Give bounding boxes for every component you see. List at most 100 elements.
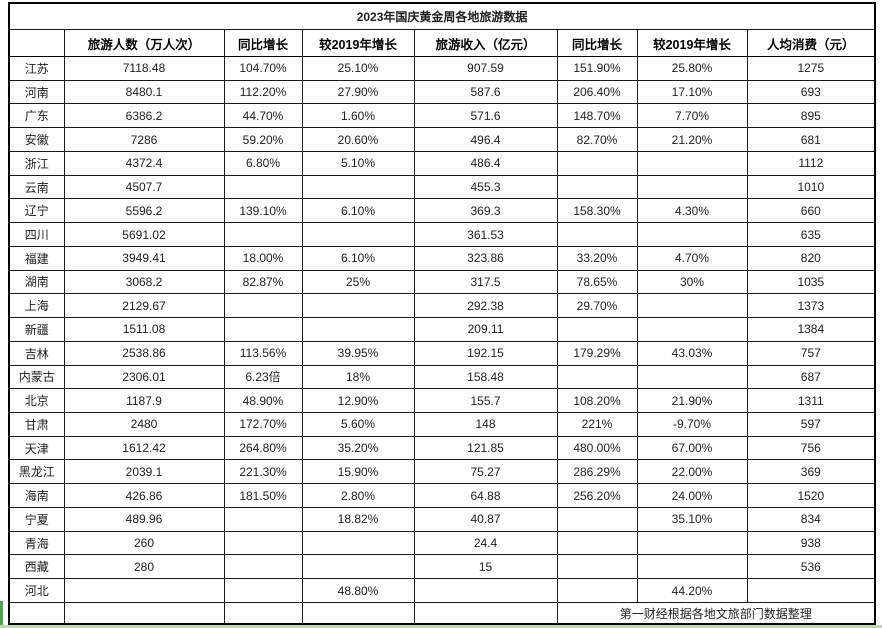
value-cell[interactable]: 587.6 [413, 79, 558, 105]
value-cell[interactable] [556, 530, 638, 556]
value-cell[interactable]: 29.70% [556, 293, 638, 319]
value-cell[interactable]: 681 [746, 127, 876, 152]
value-cell[interactable]: 24.00% [636, 483, 748, 508]
value-cell[interactable]: 158.48 [413, 364, 558, 390]
value-cell[interactable]: 6.10% [301, 245, 415, 271]
value-cell[interactable] [223, 293, 303, 319]
value-cell[interactable]: 256.20% [556, 483, 638, 508]
value-cell[interactable]: 6.10% [301, 198, 415, 224]
province-cell[interactable]: 西藏 [8, 554, 65, 580]
value-cell[interactable]: 206.40% [556, 79, 638, 105]
value-cell[interactable]: 40.87 [413, 506, 558, 532]
value-cell[interactable]: 1.60% [301, 103, 415, 129]
value-cell[interactable]: 44.70% [223, 103, 303, 129]
value-cell[interactable] [556, 364, 638, 390]
value-cell[interactable]: 35.10% [636, 506, 748, 532]
province-cell[interactable]: 云南 [8, 174, 65, 200]
value-cell[interactable] [636, 554, 748, 580]
province-cell[interactable]: 宁夏 [8, 506, 65, 532]
value-cell[interactable] [556, 506, 638, 532]
value-cell[interactable]: 8480.1 [63, 79, 225, 105]
value-cell[interactable]: 1112 [746, 150, 876, 176]
value-cell[interactable]: 7286 [63, 127, 225, 152]
value-cell[interactable]: 59.20% [223, 127, 303, 152]
value-cell[interactable] [636, 317, 748, 342]
value-cell[interactable]: 1275 [746, 56, 876, 81]
value-cell[interactable] [556, 554, 638, 580]
value-cell[interactable] [636, 222, 748, 247]
value-cell[interactable]: 121.85 [413, 435, 558, 461]
value-cell[interactable]: 2039.1 [63, 459, 225, 485]
value-cell[interactable]: 139.10% [223, 198, 303, 224]
value-cell[interactable]: 48.80% [301, 578, 415, 603]
value-cell[interactable]: 148.70% [556, 103, 638, 129]
value-cell[interactable]: 64.88 [413, 483, 558, 508]
value-cell[interactable]: 172.70% [223, 412, 303, 437]
value-cell[interactable]: 486.4 [413, 150, 558, 176]
value-cell[interactable]: 108.20% [556, 388, 638, 414]
value-cell[interactable] [413, 578, 558, 603]
value-cell[interactable]: 426.86 [63, 483, 225, 508]
value-cell[interactable]: 895 [746, 103, 876, 129]
value-cell[interactable]: 1520 [746, 483, 876, 508]
province-cell[interactable]: 吉林 [8, 340, 65, 366]
value-cell[interactable]: 104.70% [223, 56, 303, 81]
column-header[interactable]: 较2019年增长 [301, 29, 415, 57]
value-cell[interactable]: 2129.67 [63, 293, 225, 319]
value-cell[interactable] [556, 317, 638, 342]
empty-cell[interactable] [8, 602, 65, 625]
value-cell[interactable] [636, 293, 748, 319]
value-cell[interactable]: 1010 [746, 174, 876, 200]
value-cell[interactable]: 1384 [746, 317, 876, 342]
value-cell[interactable] [556, 222, 638, 247]
value-cell[interactable]: 48.90% [223, 388, 303, 414]
value-cell[interactable]: 489.96 [63, 506, 225, 532]
province-cell[interactable]: 安徽 [8, 127, 65, 152]
province-cell[interactable]: 河北 [8, 578, 65, 603]
province-cell[interactable]: 福建 [8, 245, 65, 271]
value-cell[interactable]: 12.90% [301, 388, 415, 414]
province-cell[interactable]: 海南 [8, 483, 65, 508]
value-cell[interactable]: 21.90% [636, 388, 748, 414]
value-cell[interactable] [223, 506, 303, 532]
value-cell[interactable]: 280 [63, 554, 225, 580]
value-cell[interactable]: 18% [301, 364, 415, 390]
value-cell[interactable] [223, 174, 303, 200]
value-cell[interactable] [301, 222, 415, 247]
value-cell[interactable] [556, 174, 638, 200]
value-cell[interactable]: 1612.42 [63, 435, 225, 461]
value-cell[interactable]: 907.59 [413, 56, 558, 81]
value-cell[interactable] [223, 530, 303, 556]
value-cell[interactable]: 536 [746, 554, 876, 580]
value-cell[interactable]: 15 [413, 554, 558, 580]
value-cell[interactable] [223, 222, 303, 247]
province-cell[interactable]: 上海 [8, 293, 65, 319]
value-cell[interactable]: 25.10% [301, 56, 415, 81]
value-cell[interactable]: 22.00% [636, 459, 748, 485]
value-cell[interactable]: 221% [556, 412, 638, 437]
province-cell[interactable]: 北京 [8, 388, 65, 414]
value-cell[interactable]: 20.60% [301, 127, 415, 152]
province-cell[interactable]: 江苏 [8, 56, 65, 81]
value-cell[interactable]: 6.80% [223, 150, 303, 176]
value-cell[interactable]: 112.20% [223, 79, 303, 105]
value-cell[interactable]: 221.30% [223, 459, 303, 485]
empty-cell[interactable] [301, 602, 415, 625]
value-cell[interactable] [301, 530, 415, 556]
value-cell[interactable]: 17.10% [636, 79, 748, 105]
value-cell[interactable]: 834 [746, 506, 876, 532]
value-cell[interactable]: 597 [746, 412, 876, 437]
value-cell[interactable]: 5596.2 [63, 198, 225, 224]
province-cell[interactable]: 甘肃 [8, 412, 65, 437]
value-cell[interactable]: 317.5 [413, 269, 558, 295]
value-cell[interactable]: 44.20% [636, 578, 748, 603]
value-cell[interactable]: 480.00% [556, 435, 638, 461]
value-cell[interactable] [301, 174, 415, 200]
value-cell[interactable]: 5691.02 [63, 222, 225, 247]
value-cell[interactable]: 3949.41 [63, 245, 225, 271]
value-cell[interactable]: 209.11 [413, 317, 558, 342]
empty-cell[interactable] [223, 602, 303, 625]
province-cell[interactable]: 河南 [8, 79, 65, 105]
value-cell[interactable]: 30% [636, 269, 748, 295]
province-cell[interactable]: 浙江 [8, 150, 65, 176]
